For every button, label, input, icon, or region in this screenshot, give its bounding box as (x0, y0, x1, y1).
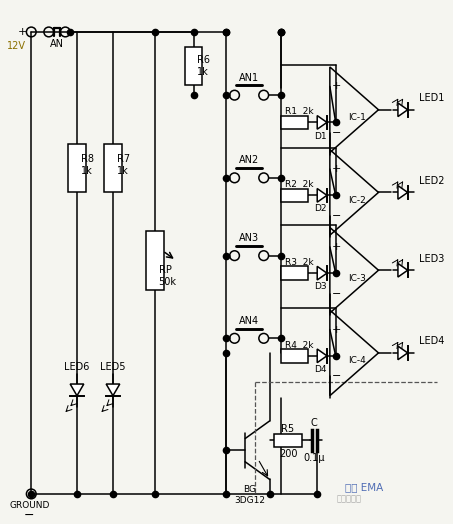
Text: AN2: AN2 (239, 155, 259, 166)
Text: LED5: LED5 (100, 362, 126, 372)
Bar (146, 231, 164, 290)
Text: C: C (311, 418, 318, 428)
Polygon shape (398, 264, 408, 277)
Text: D1: D1 (314, 132, 327, 140)
Text: R5: R5 (281, 424, 294, 434)
Text: AN4: AN4 (239, 316, 259, 326)
Text: RP: RP (159, 265, 172, 275)
Text: R8: R8 (81, 155, 94, 165)
Text: D3: D3 (314, 282, 327, 291)
Text: 电路一点通: 电路一点通 (337, 494, 362, 503)
Text: 200: 200 (279, 449, 297, 459)
Text: +: + (332, 324, 342, 334)
Text: LED3: LED3 (419, 254, 445, 264)
Text: −: − (332, 371, 342, 381)
Text: BG: BG (244, 485, 256, 494)
Text: D2: D2 (314, 204, 326, 213)
Bar (275, 434, 302, 447)
Text: IC-1: IC-1 (348, 113, 366, 122)
Bar (281, 266, 308, 280)
Text: R2  2k: R2 2k (285, 180, 313, 189)
Text: LED2: LED2 (419, 176, 445, 186)
Text: AN: AN (49, 39, 63, 49)
Text: LED1: LED1 (419, 93, 445, 103)
Polygon shape (317, 189, 327, 202)
Text: 1k: 1k (197, 67, 208, 77)
Text: IC-2: IC-2 (348, 195, 366, 205)
Polygon shape (398, 185, 408, 199)
Text: R7: R7 (117, 155, 130, 165)
Text: AN3: AN3 (239, 233, 259, 243)
Text: +: + (332, 81, 342, 91)
Polygon shape (398, 103, 408, 116)
Polygon shape (317, 349, 327, 363)
Bar (68, 144, 86, 192)
Text: IC-4: IC-4 (348, 356, 366, 365)
Text: −: − (24, 509, 34, 522)
Polygon shape (317, 266, 327, 280)
Polygon shape (70, 384, 84, 396)
Polygon shape (398, 346, 408, 359)
Text: 50k: 50k (159, 277, 177, 287)
Polygon shape (106, 384, 120, 396)
Text: GROUND: GROUND (9, 501, 49, 510)
Bar (281, 189, 308, 202)
Text: +: + (18, 27, 27, 37)
Text: AN1: AN1 (239, 73, 259, 83)
Text: −: − (332, 128, 342, 138)
Text: −: − (332, 289, 342, 299)
Text: IC-3: IC-3 (348, 274, 366, 282)
Text: 百芯 EMA: 百芯 EMA (345, 482, 383, 492)
Text: −: − (332, 211, 342, 221)
Polygon shape (317, 116, 327, 129)
Text: +: + (332, 164, 342, 174)
Text: LED6: LED6 (64, 362, 90, 372)
Text: 3DG12: 3DG12 (235, 496, 265, 505)
Text: D4: D4 (314, 365, 326, 374)
Text: 1k: 1k (81, 166, 92, 176)
Text: 12V: 12V (7, 40, 26, 51)
Bar (281, 116, 308, 129)
Text: R6: R6 (197, 55, 210, 65)
Text: R4  2k: R4 2k (285, 341, 313, 350)
Bar (185, 47, 202, 85)
Text: R3  2k: R3 2k (285, 258, 314, 267)
Text: +: + (332, 242, 342, 252)
Text: 0.1μ: 0.1μ (304, 453, 325, 463)
Text: R1  2k: R1 2k (285, 107, 314, 116)
Bar (281, 349, 308, 363)
Bar (104, 144, 122, 192)
Text: 1k: 1k (117, 166, 129, 176)
Text: LED4: LED4 (419, 336, 445, 346)
